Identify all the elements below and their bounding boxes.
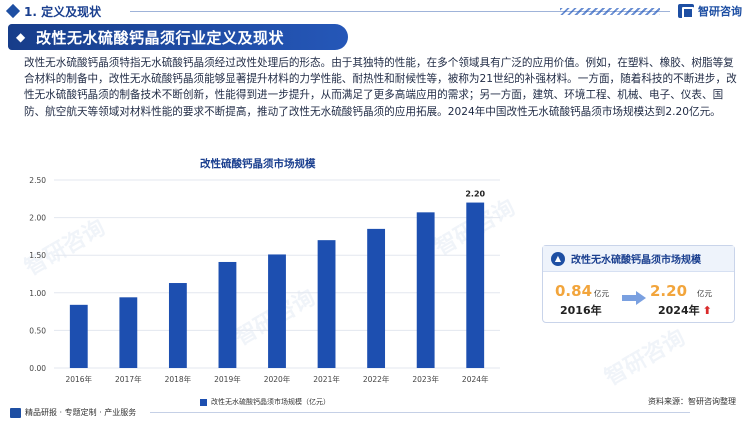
x-tick-label: 2024年 — [462, 374, 489, 384]
chart-title: 改性硫酸钙晶须市场规模 — [200, 158, 316, 170]
x-tick-label: 2016年 — [65, 374, 92, 384]
x-tick-label: 2019年 — [214, 374, 241, 384]
kpi-card: ▲ 改性无水硫酸钙晶须市场规模 — [542, 245, 735, 323]
kpi-start-value: 0.84 — [555, 282, 593, 300]
x-tick-label: 2021年 — [313, 374, 340, 384]
y-tick-label: 0.50 — [29, 326, 46, 335]
source-note: 资料来源：智研咨询整理 — [648, 397, 736, 406]
bar — [317, 240, 336, 368]
footer: 精品研报 · 专题定制 · 产业服务 — [10, 407, 136, 418]
page-title: 改性无水硫酸钙晶须行业定义及现状 — [36, 28, 285, 47]
brand-logo-icon — [678, 4, 694, 19]
kpi-end: 2.20 亿元 — [650, 282, 712, 300]
kpi-start-unit: 亿元 — [594, 289, 610, 298]
kpi-end-year-wrap: 2024年 ⬆ — [658, 302, 712, 318]
section-title: 1. 定义及现状 — [24, 5, 102, 19]
diamond-icon: ◆ — [16, 30, 26, 44]
divider — [130, 11, 670, 12]
x-tick-label: 2022年 — [363, 374, 390, 384]
bar — [218, 261, 237, 368]
bar — [69, 304, 88, 368]
top-bar: 1. 定义及现状 智研咨询 — [0, 0, 750, 22]
title-banner: ◆ 改性无水硫酸钙晶须行业定义及现状 — [8, 24, 348, 50]
legend-label: 改性无水硫酸钙晶须市场规模（亿元） — [211, 398, 330, 406]
y-tick-label: 2.00 — [29, 214, 46, 223]
watermark: 智研咨询 — [600, 325, 690, 391]
bar — [466, 202, 485, 368]
bar — [367, 228, 386, 368]
legend-swatch — [200, 398, 207, 406]
kpi-end-value: 2.20 — [650, 282, 688, 300]
kpi-card-title: 改性无水硫酸钙晶须市场规模 — [571, 255, 701, 266]
chart-legend: 改性无水硫酸钙晶须市场规模（亿元） — [200, 397, 330, 407]
bar-chart: 0.00 0.50 1.00 1.50 2.00 2.50 2016年 2017年 2018年 2… — [29, 176, 500, 384]
x-tick-label: 2023年 — [412, 374, 439, 384]
bar — [168, 283, 187, 368]
kpi-end-unit: 亿元 — [697, 289, 713, 298]
y-tick-label: 2.50 — [29, 176, 46, 185]
brand-name: 智研咨询 — [698, 5, 742, 18]
kpi-end-year: 2024年 — [658, 304, 700, 317]
kpi-start-year: 2016年 — [560, 304, 602, 317]
data-label: 2.20 — [465, 190, 485, 199]
x-tick-label: 2018年 — [165, 374, 192, 384]
bar — [268, 254, 286, 368]
chart-icon: ▲ — [551, 251, 565, 266]
arrow-right-icon — [622, 291, 646, 305]
decorative-stripes — [560, 8, 660, 15]
bar — [416, 212, 435, 368]
footer-logo-icon — [10, 407, 21, 418]
x-tick-label: 2017年 — [115, 374, 142, 384]
description-paragraph: 改性无水硫酸钙晶须特指无水硫酸钙晶须经过改性处理后的形态。由于其独特的性能，在多… — [24, 57, 737, 118]
y-tick-label: 1.00 — [29, 289, 46, 298]
x-tick-label: 2020年 — [264, 374, 291, 384]
footer-divider — [150, 412, 690, 413]
up-arrow-icon: ⬆ — [702, 304, 712, 317]
brand: 智研咨询 — [678, 3, 742, 19]
kpi-card-header: ▲ 改性无水硫酸钙晶须市场规模 — [543, 246, 734, 272]
kpi-start: 0.84 亿元 — [555, 282, 609, 300]
y-tick-label: 1.50 — [29, 251, 46, 260]
section-diamond-icon — [5, 3, 21, 19]
y-tick-label: 0.00 — [29, 364, 46, 373]
footer-tagline: 精品研报 · 专题定制 · 产业服务 — [25, 408, 137, 417]
bar — [119, 297, 138, 368]
